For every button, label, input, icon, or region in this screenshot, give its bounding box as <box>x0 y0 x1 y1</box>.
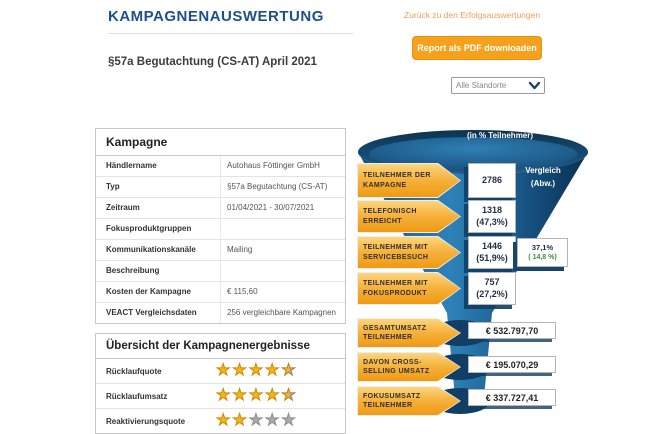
row-label: Typ <box>106 182 120 191</box>
funnel-stage-value-box: 1318 (47,3%) <box>468 200 516 233</box>
campaign-panel-header: Kampagne <box>96 129 345 156</box>
funnel-chart: (in % Teilnehmer) Vergleich (Abw.) TEILN… <box>350 125 650 432</box>
star-icon: ★ <box>281 412 298 429</box>
row-value: 256 vergleichbare Kampagnen <box>220 303 345 323</box>
star-icon: ★ <box>232 412 249 429</box>
table-row: VEACT Vergleichsdaten 256 vergleichbare K… <box>96 303 345 323</box>
stage-value: 1318 <box>481 205 503 216</box>
funnel-revenue-label: GESAMTUMSATZ TEILNEHMER <box>357 318 461 348</box>
stage-percentage: (27,2%) <box>476 288 508 299</box>
funnel-stage-label: TEILNEHMER MIT FOKUSPRODUKT <box>357 272 461 305</box>
back-to-evaluations-link[interactable]: Zurück zu den Erfolgsauswertungen <box>404 10 541 20</box>
table-row: Kosten der Kampagne € 115,60 <box>96 282 345 303</box>
row-label: Kosten der Kampagne <box>106 287 191 296</box>
funnel-stage-label: TELEFONISCH ERREICHT <box>357 200 461 233</box>
star-icon: ★ <box>248 387 266 404</box>
star-icon: ★ <box>215 387 233 404</box>
funnel-stage-label-text: TELEFONISCH ERREICHT <box>358 201 460 232</box>
table-row: Beschreibung <box>96 261 345 282</box>
star-icon: ★ <box>265 387 282 404</box>
campaign-panel: Kampagne Händlername Autohaus Föttinger G… <box>95 128 346 324</box>
star-icon: ★ <box>265 362 282 379</box>
star-rating: ★ ★ ★ ★ ★ <box>215 387 345 404</box>
stage-percentage: (47,3%) <box>476 216 508 227</box>
campaign-table-body: Händlername Autohaus Föttinger GmbH Typ §57… <box>96 156 345 323</box>
star-icon: ★ <box>248 412 266 429</box>
rating-row: Reaktivierungsquote ★ ★ ★ ★ ★ <box>96 409 345 433</box>
row-value: §57a Begutachtung (CS-AT) <box>220 177 345 197</box>
funnel-stage-label-text: TEILNEHMER MIT SERVICEBESUCH <box>358 237 460 268</box>
funnel-revenue-label: DAVON CROSS- SELLING UMSATZ <box>357 352 461 382</box>
row-value: € 115,60 <box>220 282 345 302</box>
stage-percentage: (51,9%) <box>476 252 508 263</box>
funnel-revenue-value-box: € 195.070,29 <box>468 356 556 373</box>
title-divider <box>108 33 353 34</box>
table-row: Fokusproduktgruppen <box>96 219 345 240</box>
results-panel: Übersicht der Kampagnenergebnisse Rückla… <box>95 333 346 434</box>
table-row: Kommunikationskanäle Mailing <box>96 240 345 261</box>
row-label: Beschreibung <box>106 266 160 275</box>
row-label: Zeitraum <box>106 203 140 212</box>
funnel-stage-label-text: TEILNEHMER DER KAMPAGNE <box>358 164 460 197</box>
comparison-column-header: Vergleich (Abw.) <box>525 166 561 188</box>
rating-label: Rücklaufquote <box>106 366 162 376</box>
star-icon: ★ <box>232 387 249 404</box>
table-row: Zeitraum 01/04/2021 - 30/07/2021 <box>96 198 345 219</box>
row-value <box>220 261 345 281</box>
page-title: KAMPAGNENAUSWERTUNG <box>108 8 324 25</box>
row-label: Händlername <box>106 161 157 170</box>
comparison-deviation: ( 14,8 %) <box>528 253 557 261</box>
row-label: Fokusproduktgruppen <box>106 224 192 233</box>
funnel-stage-value-box: 1446 (51,9%) <box>468 236 516 269</box>
row-value <box>220 219 345 239</box>
funnel-revenue-label-text: FOKUSUMSATZ TEILNEHMER <box>358 387 460 415</box>
download-pdf-button[interactable]: Report als PDF downloaden <box>412 36 542 60</box>
funnel-title: (in % Teilnehmer) <box>466 131 534 140</box>
rating-label: Reaktivierungsquote <box>106 416 186 426</box>
funnel-stage-label: TEILNEHMER MIT SERVICEBESUCH <box>357 236 461 269</box>
comparison-box: 37,1%( 14,8 %) <box>517 238 568 267</box>
row-label: VEACT Vergleichsdaten <box>106 308 197 317</box>
funnel-stage-label: TEILNEHMER DER KAMPAGNE <box>357 163 461 198</box>
table-row: Händlername Autohaus Föttinger GmbH <box>96 156 345 177</box>
star-icon: ★ <box>281 362 298 379</box>
star-icon: ★ <box>232 362 249 379</box>
comparison-value: 37,1% <box>531 243 554 253</box>
stage-value: 757 <box>484 277 500 288</box>
table-row: Typ §57a Begutachtung (CS-AT) <box>96 177 345 198</box>
star-icon: ★ <box>248 362 266 379</box>
row-value: Autohaus Föttinger GmbH <box>220 156 345 176</box>
funnel-revenue-label-text: DAVON CROSS- SELLING UMSATZ <box>358 353 460 381</box>
rating-label: Rücklaufumsatz <box>106 391 168 401</box>
rating-row: Rücklaufumsatz ★ ★ ★ ★ ★ <box>96 384 345 409</box>
stage-value: 2786 <box>481 174 503 185</box>
funnel-stage-value-box: 757 (27,2%) <box>468 272 516 305</box>
location-dropdown-value: Alle Standorte <box>456 81 507 90</box>
campaign-name-subtitle: §57a Begutachtung (CS-AT) April 2021 <box>108 56 317 68</box>
stage-value: 1446 <box>481 241 503 252</box>
row-value: 01/04/2021 - 30/07/2021 <box>220 198 345 218</box>
chevron-down-icon <box>529 81 540 89</box>
funnel-revenue-label-text: GESAMTUMSATZ TEILNEHMER <box>358 319 460 347</box>
star-rating: ★ ★ ★ ★ ★ <box>215 362 345 379</box>
funnel-stage-value-box: 2786 <box>468 163 516 198</box>
funnel-revenue-value-box: € 337.727,41 <box>468 389 556 406</box>
funnel-stage-label-text: TEILNEHMER MIT FOKUSPRODUKT <box>358 273 460 304</box>
results-panel-header: Übersicht der Kampagnenergebnisse <box>96 334 345 359</box>
star-icon: ★ <box>265 412 282 429</box>
rating-row: Rücklaufquote ★ ★ ★ ★ ★ <box>96 359 345 384</box>
star-rating: ★ ★ ★ ★ ★ <box>215 412 345 429</box>
location-dropdown[interactable]: Alle Standorte <box>451 77 545 94</box>
star-icon: ★ <box>281 387 298 404</box>
funnel-revenue-label: FOKUSUMSATZ TEILNEHMER <box>357 386 461 416</box>
funnel-revenue-value-box: € 532.797,70 <box>468 322 556 339</box>
row-value: Mailing <box>220 240 345 260</box>
row-label: Kommunikationskanäle <box>106 245 196 254</box>
results-table-body: Rücklaufquote ★ ★ ★ ★ ★ Rücklaufumsatz ★ ★ ★ ★ ★ Rea… <box>96 359 345 433</box>
star-icon: ★ <box>215 412 233 429</box>
star-icon: ★ <box>215 362 233 379</box>
